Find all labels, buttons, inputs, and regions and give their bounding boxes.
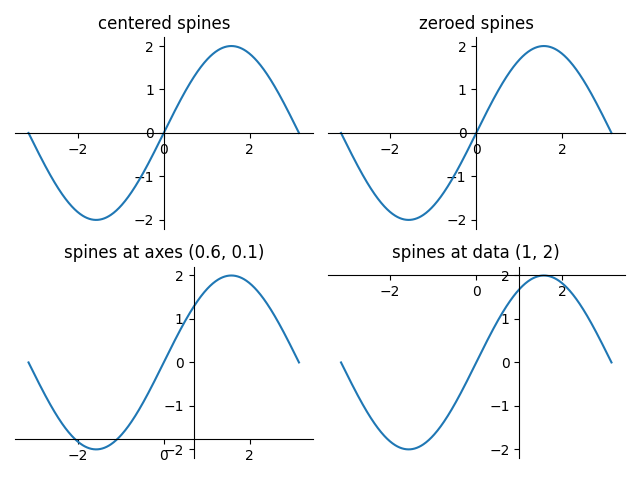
Title: zeroed spines: zeroed spines xyxy=(419,15,534,33)
Title: centered spines: centered spines xyxy=(97,15,230,33)
Title: spines at data (1, 2): spines at data (1, 2) xyxy=(392,244,560,263)
Title: spines at axes (0.6, 0.1): spines at axes (0.6, 0.1) xyxy=(63,244,264,263)
